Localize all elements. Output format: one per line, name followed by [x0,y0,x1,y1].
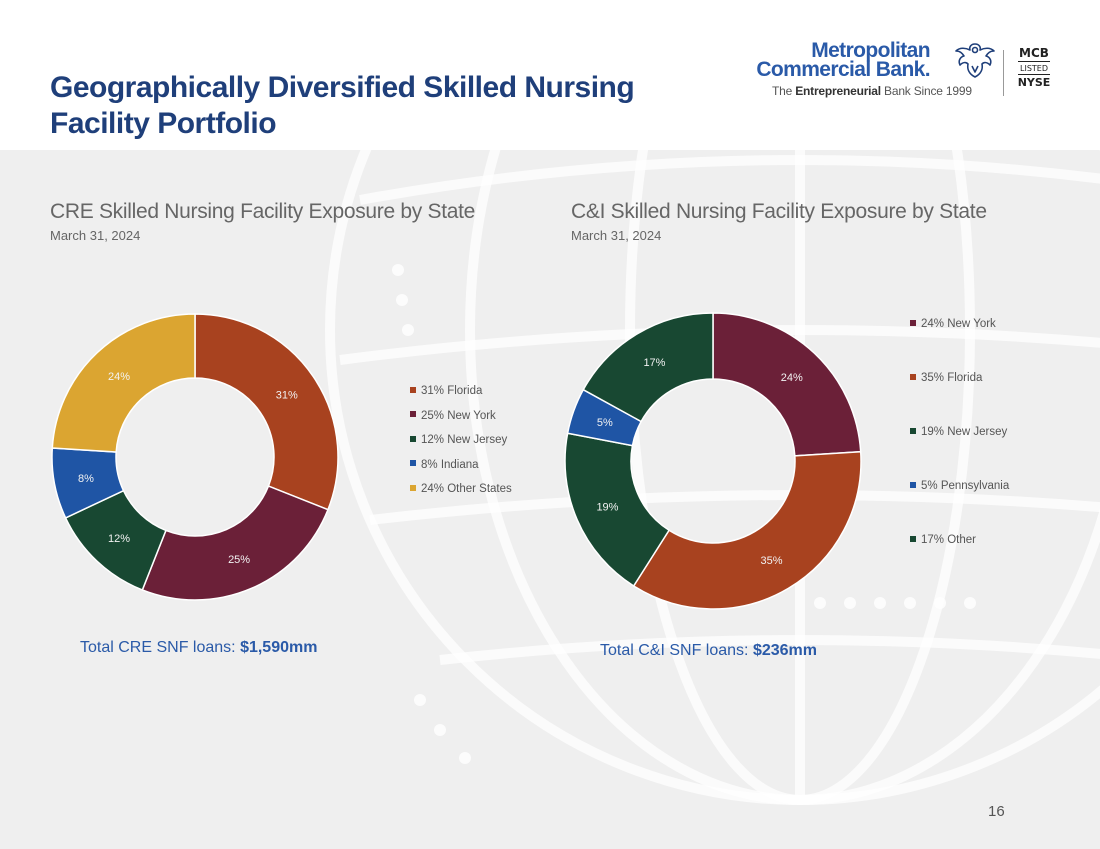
cre-slice-label: 25% [228,554,250,566]
ci-legend-item: 35% Florida [910,372,982,384]
logo-name-line2: Commercial Bank. [756,58,930,81]
cre-legend-item: 31% Florida [410,385,482,397]
cre-legend-label: 8% Indiana [421,458,479,471]
logo-divider [1003,50,1004,96]
cre-slice-new-york [141,485,329,601]
ci-chart-subtitle: March 31, 2024 [571,228,662,243]
cre-slice-label: 24% [108,371,130,383]
ci-legend-label: 5% Pennsylvania [921,480,1010,492]
ci-slice-label: 35% [761,555,783,567]
page-title: Geographically Diversified Skilled Nursi… [50,71,635,140]
logo-tagline: The Entrepreneurial Bank Since 1999 [772,84,972,98]
cre-chart-subtitle: March 31, 2024 [50,228,141,243]
ci-total-value: $236mm [752,642,817,659]
cre-legend-swatch [410,460,416,467]
ci-legend-label: 35% Florida [921,372,983,384]
cre-slice-other-states [51,313,196,453]
ci-legend-item: 17% Other [910,534,976,546]
ci-legend-swatch [910,373,916,380]
cre-legend-item: 8% Indiana [410,459,479,471]
cre-slice-label: 31% [276,390,298,402]
ci-slice-label: 5% [597,417,613,429]
cre-slice-florida [194,313,339,511]
cre-legend-item: 25% New York [410,410,496,422]
eagle-icon [955,43,995,78]
ci-legend-item: 24% New York [910,318,996,330]
cre-legend-label: 25% New York [421,409,496,422]
ci-chart-title: C&I Skilled Nursing Facility Exposure by… [571,200,987,223]
ci-slice-label: 19% [596,502,618,514]
ci-slice-florida [632,450,862,610]
cre-chart-title: CRE Skilled Nursing Facility Exposure by… [50,200,476,223]
cre-legend-item: 24% Other States [410,483,512,495]
ci-legend-label: 19% New Jersey [921,426,1008,438]
cre-legend-swatch [410,435,416,442]
company-logo: Metropolitan Commercial Bank. The Entrep… [756,36,1068,106]
ci-slice-new-jersey [564,432,671,587]
ci-legend-label: 24% New York [921,318,996,330]
ci-slice-label: 24% [781,372,803,384]
ci-legend-swatch [910,481,916,488]
exchange-name: NYSE [1017,76,1051,89]
ci-legend-item: 19% New Jersey [910,426,1007,438]
cre-legend-item: 12% New Jersey [410,434,507,446]
ci-slice-new-york [712,312,862,457]
ci-slice-label: 17% [643,357,665,369]
logo-name-line1: Metropolitan [811,39,930,62]
cre-legend-label: 31% Florida [421,385,483,397]
cre-slice-label: 8% [78,473,94,485]
ticker-symbol: MCB [1019,46,1049,60]
cre-legend-swatch [410,386,416,393]
cre-total-value: $1,590mm [240,639,318,656]
ci-legend-swatch [910,319,916,326]
ci-legend-item: 5% Pennsylvania [910,480,1009,492]
ci-legend-swatch [910,535,916,542]
ci-legend-label: 17% Other [921,534,976,546]
cre-legend-label: 12% New Jersey [421,434,508,446]
cre-total: Total CRE SNF loans: $1,590mm [80,639,318,656]
cre-legend-swatch [410,411,416,418]
cre-legend-swatch [410,484,416,491]
cre-slice-label: 12% [108,533,130,545]
listed-label: LISTED [1020,64,1048,73]
ci-total: Total C&I SNF loans: $236mm [600,642,817,659]
ci-slice-other [582,312,714,423]
exchange-badge: MCB LISTED NYSE [1014,46,1054,89]
page-number: 16 [988,803,1005,820]
cre-legend-label: 24% Other States [421,483,512,495]
ci-legend-swatch [910,427,916,434]
